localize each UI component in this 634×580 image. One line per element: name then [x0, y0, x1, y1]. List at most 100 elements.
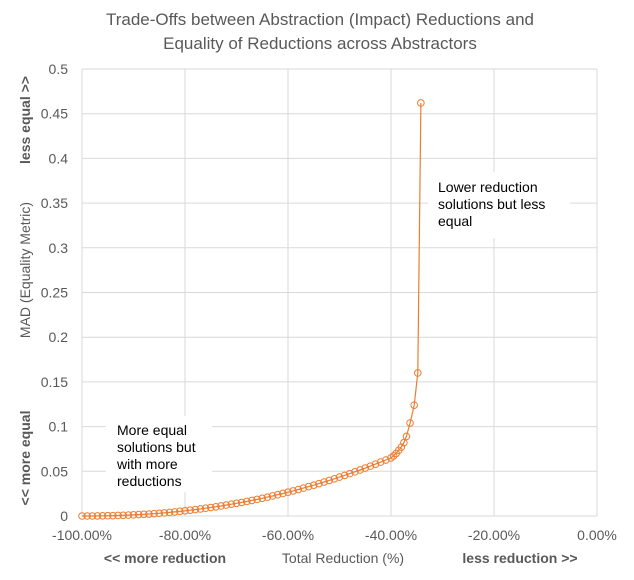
chart-title-line-1: Trade-Offs between Abstraction (Impact) …	[106, 10, 534, 29]
data-point	[103, 511, 112, 520]
tick-labels: 0 0.05 0.1 0.15 0.2 0.25 0.3 0.35 0.4 0.45 0.5 -100…	[41, 61, 617, 543]
data-point	[222, 501, 230, 509]
data-point	[289, 487, 297, 495]
annotation-lower-line-1: Lower reduction	[438, 179, 538, 195]
y-label-less-equal: less equal >>	[17, 76, 33, 164]
data-point	[88, 512, 97, 520]
data-point	[382, 456, 390, 464]
y-tick-label: 0.4	[49, 150, 69, 166]
data-point	[212, 502, 220, 511]
annotation-lower-line-2: solutions but less	[438, 196, 545, 212]
data-point	[371, 460, 380, 468]
data-point	[248, 496, 256, 505]
data-point	[201, 504, 210, 513]
data-point	[217, 502, 225, 510]
y-tick-label: 0.15	[41, 374, 68, 390]
y-tick-label: 0.25	[41, 285, 68, 301]
annotation-more-line-2: solutions but	[117, 439, 196, 455]
data-point	[309, 481, 318, 489]
data-point	[356, 466, 364, 474]
data-point	[155, 509, 164, 518]
x-label-less-reduction: less reduction >>	[462, 550, 577, 566]
y-axis-title: MAD (Equality Metric)	[17, 202, 33, 338]
data-point	[376, 458, 385, 466]
data-point	[366, 462, 375, 470]
data-point	[340, 471, 349, 480]
data-point	[397, 443, 406, 451]
data-point	[119, 511, 127, 520]
data-point	[140, 510, 148, 519]
data-point	[304, 482, 313, 491]
data-point	[413, 369, 422, 377]
chart-title-line-2: Equality of Reductions across Abstractor…	[163, 34, 477, 53]
data-point	[387, 454, 395, 462]
x-tick-label: -100.00%	[52, 527, 112, 543]
data-point	[400, 438, 408, 447]
data-point	[273, 490, 282, 499]
y-tick-label: 0.05	[41, 463, 68, 479]
data-point	[145, 510, 153, 518]
data-point	[346, 469, 354, 478]
data-point	[263, 493, 272, 501]
x-tick-label: 0.00%	[577, 527, 617, 543]
y-tick-label: 0.5	[49, 61, 69, 77]
data-point	[279, 489, 287, 498]
data-point	[186, 506, 194, 514]
y-tick-label: 0.45	[41, 106, 68, 122]
y-tick-label: 0.3	[49, 240, 69, 256]
data-point	[320, 478, 328, 486]
data-point	[78, 512, 86, 520]
annotation-more-line-4: reductions	[117, 473, 182, 489]
x-tick-label: -80.00%	[159, 527, 211, 543]
data-point	[402, 432, 411, 441]
data-point	[134, 510, 143, 519]
y-tick-label: 0.35	[41, 195, 68, 211]
data-point	[170, 508, 179, 516]
data-point	[165, 508, 174, 517]
y-tick-label: 0.1	[49, 419, 69, 435]
x-axis-title: Total Reduction (%)	[282, 550, 404, 566]
x-label-more-reduction: << more reduction	[104, 550, 226, 566]
data-point	[129, 511, 138, 519]
data-point	[227, 500, 236, 508]
data-point	[83, 512, 91, 520]
annotation-lower-line-3: equal	[438, 213, 472, 229]
data-point	[237, 498, 246, 507]
x-tick-label: -20.00%	[468, 527, 520, 543]
data-point	[361, 464, 370, 472]
data-point	[351, 468, 359, 476]
data-point	[206, 503, 215, 512]
data-point	[176, 507, 184, 516]
series-markers	[78, 99, 425, 520]
data-point	[253, 495, 261, 504]
y-label-more-equal: << more equal	[17, 411, 33, 506]
data-point	[196, 505, 205, 513]
annotation-more-line-1: More equal	[117, 422, 187, 438]
data-point	[243, 497, 251, 506]
data-point	[410, 401, 418, 409]
annotation-box-more-equal	[106, 416, 212, 492]
data-point	[315, 479, 323, 488]
data-point	[150, 509, 158, 518]
data-point	[268, 492, 277, 500]
data-point	[181, 507, 189, 515]
x-tick-label: -60.00%	[262, 527, 314, 543]
data-point	[294, 485, 303, 494]
data-point	[191, 505, 200, 514]
data-point	[114, 511, 122, 520]
data-point	[160, 509, 169, 517]
annotation-more-line-3: with more	[116, 456, 178, 472]
data-point	[232, 499, 241, 508]
annotation-box-lower-reduction	[428, 172, 570, 238]
data-point	[406, 419, 414, 427]
data-point	[93, 512, 102, 520]
data-point	[109, 511, 117, 520]
data-point	[284, 488, 292, 497]
data-point	[258, 494, 267, 503]
data-point	[389, 452, 398, 460]
data-point	[417, 99, 425, 107]
data-point	[330, 475, 339, 483]
data-point	[335, 473, 344, 481]
